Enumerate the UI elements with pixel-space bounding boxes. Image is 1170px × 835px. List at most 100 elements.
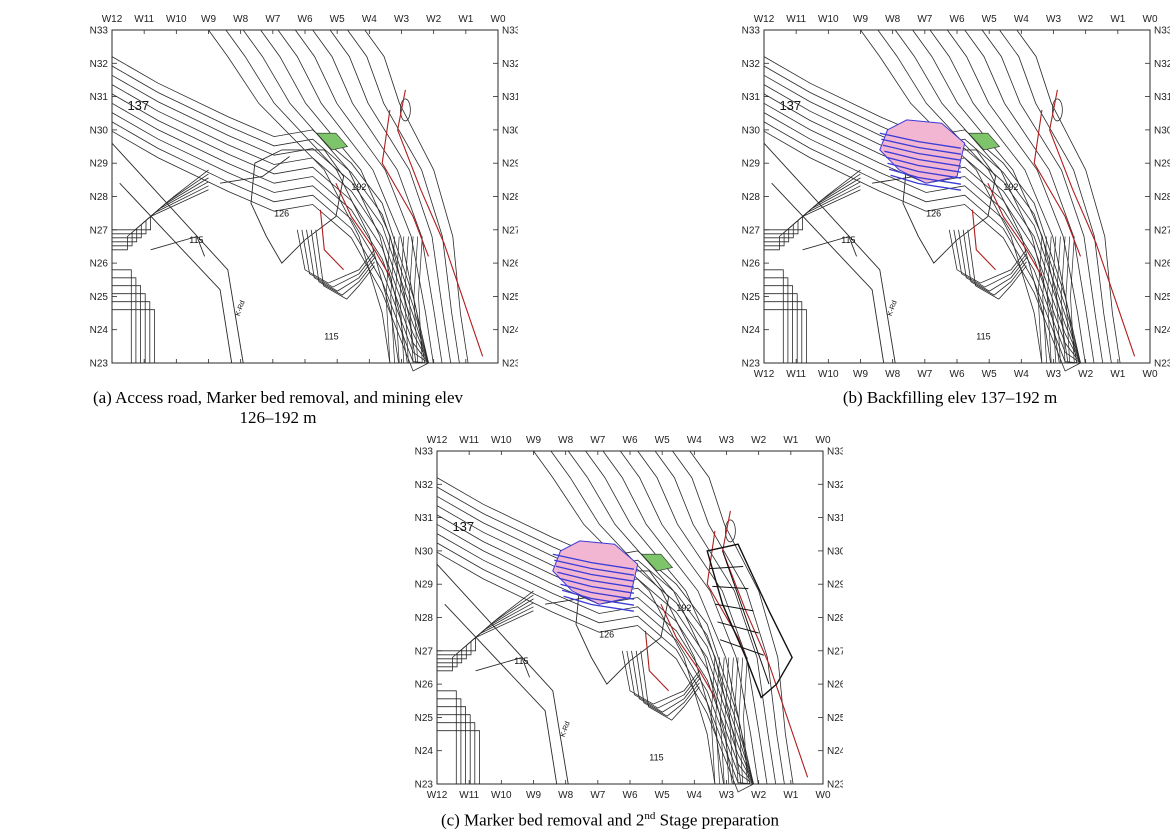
road-label: K-Rd — [887, 300, 899, 317]
bench-line — [437, 690, 457, 784]
elevation-label-126: 126 — [599, 629, 614, 639]
row-label-right: N25 — [827, 713, 843, 724]
row-label-right: N23 — [827, 780, 843, 791]
bench-line — [315, 229, 375, 300]
bench-line — [710, 657, 716, 785]
row-label-right: N31 — [1154, 92, 1170, 103]
bench-line — [764, 269, 784, 363]
caption-c-suffix: Stage preparation — [655, 810, 780, 830]
bench-line — [640, 650, 700, 721]
row-label-right: N26 — [827, 680, 843, 691]
column-label-bottom: W9 — [526, 790, 541, 801]
backfill-lift-line — [557, 571, 635, 588]
row-label-right: N31 — [502, 92, 518, 103]
bench-line — [962, 229, 1027, 296]
backfill-lift-line — [561, 589, 635, 606]
row-label-left: N26 — [415, 680, 434, 691]
column-label-top: W7 — [265, 14, 280, 25]
hill-contour — [399, 98, 411, 122]
column-label-bottom: W7 — [917, 369, 932, 380]
contour-map-c: W12 W12 W11 W11 W10 W10 W9 W9 W8 W8 W7 W7 W6 W6 W5 W5 W4… — [415, 435, 843, 801]
backfill-zone — [552, 540, 639, 605]
row-label-left: N30 — [415, 546, 434, 557]
column-label-top: W11 — [786, 14, 806, 25]
column-label-bottom: W3 — [1046, 369, 1061, 380]
contour-line — [260, 29, 417, 364]
elevation-label-115: 115 — [189, 235, 203, 245]
column-label-top: W3 — [1046, 14, 1061, 25]
row-label-right: N32 — [827, 480, 843, 491]
contour-line — [860, 29, 1043, 364]
bench-line — [635, 650, 700, 717]
road-line — [444, 603, 558, 785]
row-label-left: N33 — [90, 26, 109, 37]
stage2-grid-line — [714, 603, 754, 612]
contour-line — [329, 29, 452, 364]
contour-line — [111, 112, 429, 364]
contour-line — [111, 93, 429, 364]
road-line — [150, 235, 206, 257]
backfill-lift-line — [888, 168, 962, 185]
column-label-top: W10 — [491, 435, 512, 446]
column-label-top: W10 — [818, 14, 839, 25]
bench-line — [112, 285, 141, 363]
bench-line — [385, 236, 391, 364]
fault-line — [971, 209, 996, 271]
bench-line — [404, 236, 409, 364]
contour-line — [763, 112, 1081, 364]
bench-line — [394, 236, 400, 364]
contour-line — [981, 29, 1104, 364]
stage2-grid-line — [709, 565, 744, 570]
bench-line — [621, 650, 700, 705]
row-label-right: N27 — [1154, 225, 1170, 236]
fault-line — [644, 630, 669, 692]
contour-line — [312, 29, 443, 364]
elevation-label-137: 137 — [127, 98, 149, 113]
row-label-right: N32 — [1154, 59, 1170, 70]
row-label-right: N26 — [502, 259, 518, 270]
bench-line — [1051, 236, 1057, 364]
column-label-bottom: W1 — [783, 790, 798, 801]
bench-line — [112, 301, 151, 363]
column-label-bottom: W9 — [853, 369, 868, 380]
column-label-top: W11 — [134, 14, 154, 25]
elevation-label-126: 126 — [274, 208, 289, 218]
elevation-label-115: 115 — [841, 235, 855, 245]
backfill-lift-line — [555, 565, 635, 582]
elevation-label-137: 137 — [452, 519, 474, 534]
column-label-top: W7 — [590, 435, 605, 446]
row-label-left: N25 — [90, 292, 109, 303]
row-label-right: N33 — [1154, 26, 1170, 37]
row-label-right: N27 — [502, 225, 518, 236]
contour-line — [436, 477, 754, 785]
column-label-top: W1 — [783, 435, 798, 446]
bench-line — [724, 657, 730, 785]
contour-line — [111, 102, 429, 364]
row-label-left: N27 — [90, 225, 109, 236]
row-label-left: N25 — [742, 292, 761, 303]
road-line — [119, 182, 233, 364]
bench-line — [764, 309, 807, 363]
column-label-top: W10 — [166, 14, 187, 25]
contour-line — [111, 130, 429, 372]
backfill-lift-line — [552, 553, 634, 570]
column-label-bottom: W2 — [1078, 369, 1093, 380]
map-panel-b: W12 W12 W11 W11 W10 W10 W9 W9 W8 W8 W7 W7 W6 W6 W5 W5 W4… — [730, 8, 1170, 383]
caption-a-line2: 126–192 m — [239, 408, 317, 427]
stage2-grid-line — [712, 585, 749, 590]
row-label-left: N28 — [742, 192, 761, 203]
row-label-right: N28 — [502, 192, 518, 203]
bench-line — [399, 236, 405, 364]
row-label-right: N24 — [502, 325, 518, 336]
column-label-top: W12 — [754, 14, 775, 25]
column-label-bottom: W0 — [1143, 369, 1158, 380]
row-label-right: N29 — [1154, 159, 1170, 170]
fault-line — [660, 603, 716, 698]
contour-line — [654, 450, 777, 785]
column-label-bottom: W8 — [558, 790, 573, 801]
bench-line — [1060, 236, 1066, 364]
contour-line — [964, 29, 1095, 364]
row-label-right: N30 — [502, 125, 518, 136]
row-label-left: N31 — [90, 92, 109, 103]
